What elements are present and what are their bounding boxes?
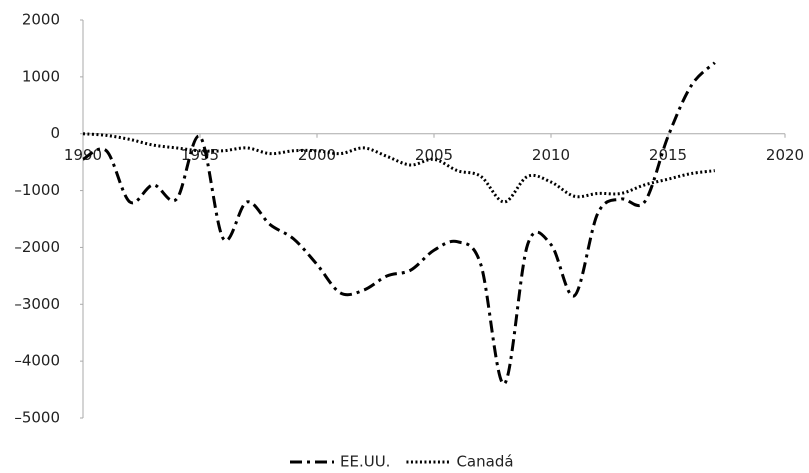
x-tick-label: 1990 <box>64 146 102 164</box>
legend-label: Canadá <box>456 453 513 471</box>
legend-label: EE.UU. <box>340 453 390 471</box>
series-line <box>82 61 716 386</box>
y-tick-label: –5000 <box>14 409 60 427</box>
x-tick-label: 2015 <box>649 146 687 164</box>
y-tick-label: 0 <box>50 124 60 142</box>
y-tick-label: –1000 <box>14 181 60 199</box>
x-tick-label: 2010 <box>532 146 570 164</box>
y-tick-label: 2000 <box>22 11 60 29</box>
y-tick-label: –3000 <box>14 295 60 313</box>
y-tick-label: –2000 <box>14 238 60 256</box>
y-tick-label: 1000 <box>22 67 60 85</box>
x-tick-label: 2000 <box>298 146 336 164</box>
y-tick-label: –4000 <box>14 352 60 370</box>
series-line <box>82 132 715 204</box>
x-tick-label: 2020 <box>766 146 804 164</box>
x-tick-label: 2005 <box>415 146 453 164</box>
